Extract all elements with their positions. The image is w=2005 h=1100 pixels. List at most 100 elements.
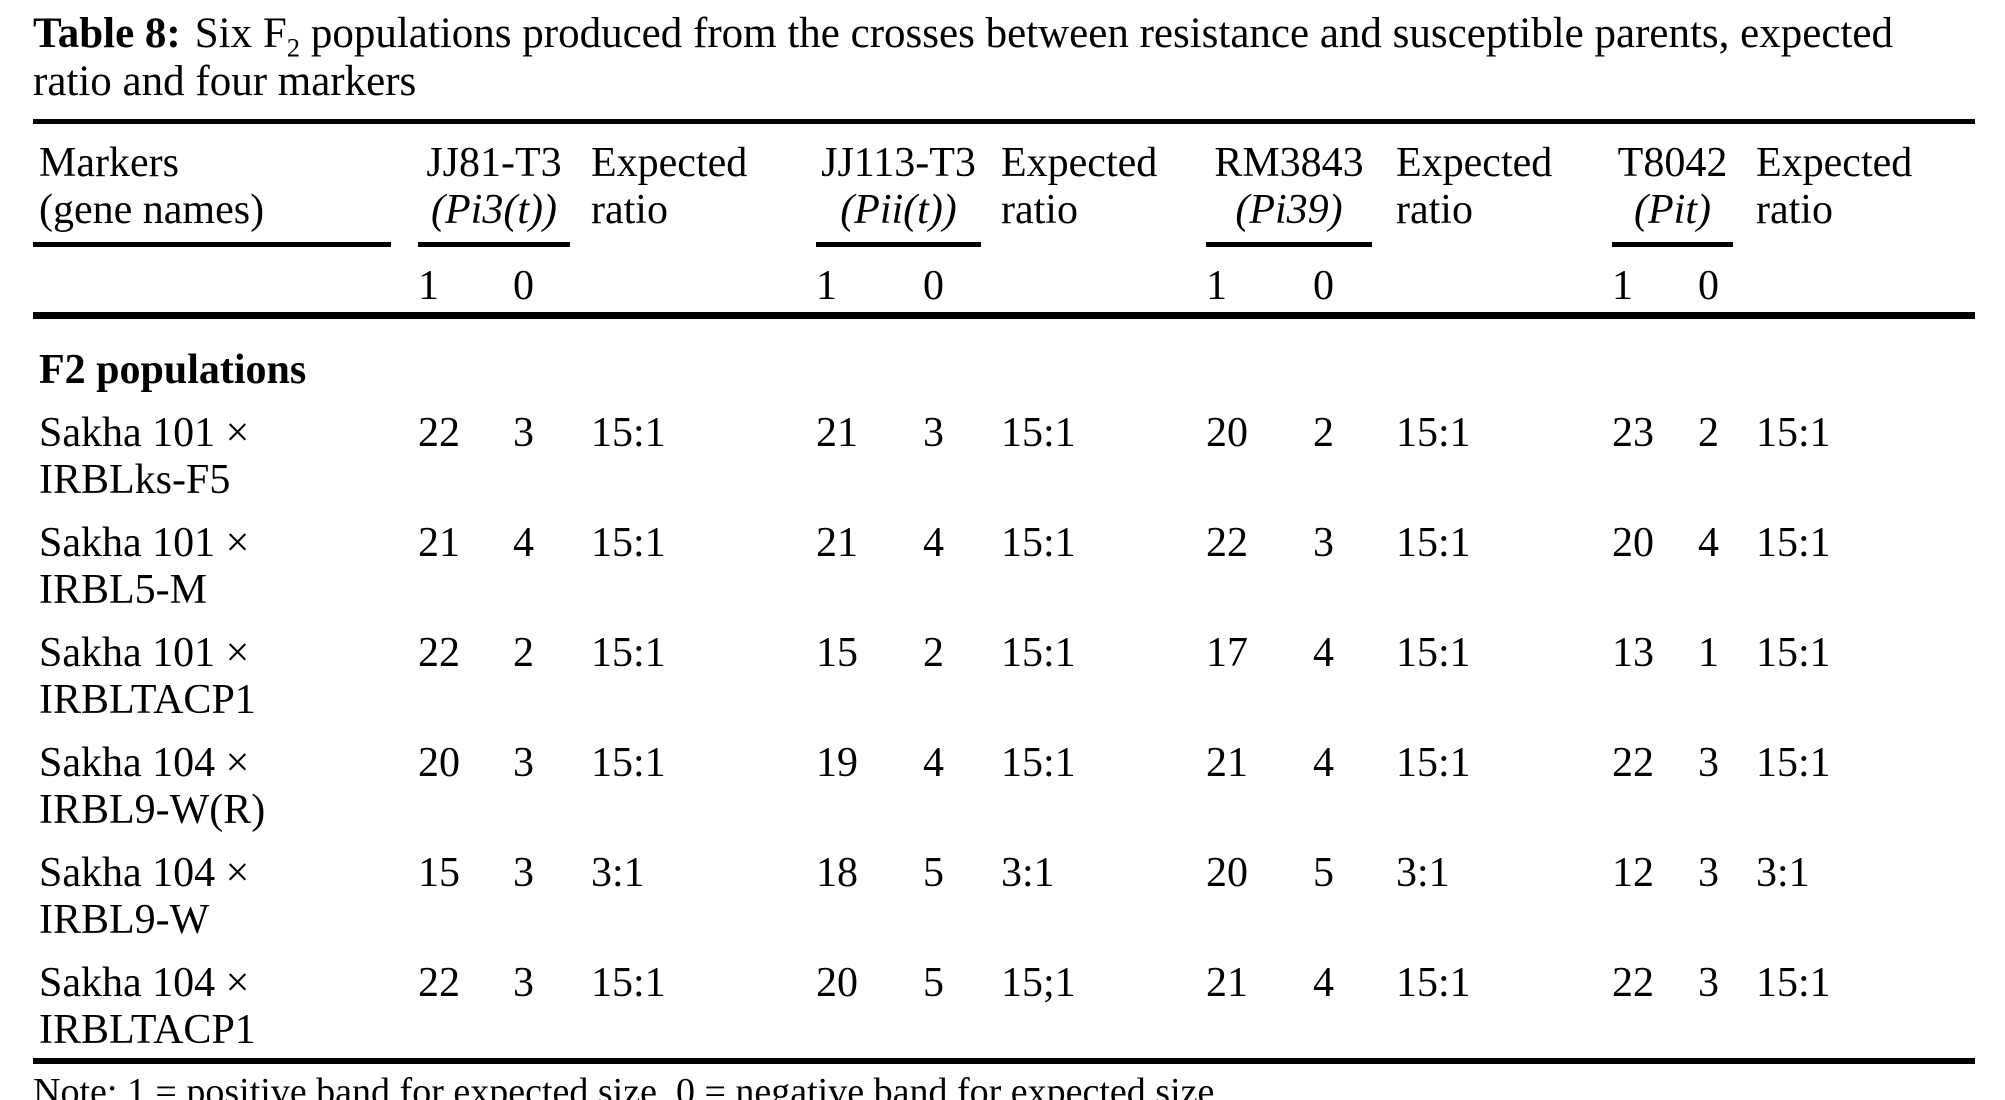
caption-line-2: ratio and four markers: [33, 58, 417, 105]
table-row: Sakha 104 × IRBL9-W(R) 20 3 15:1 19 4 15…: [33, 740, 1975, 834]
expected-3-line1: Expected: [1396, 140, 1553, 186]
marker-1-header-group: JJ81-T3 (Pi3(t)): [418, 140, 570, 247]
row-label-line2: IRBLTACP1: [39, 1007, 256, 1053]
ratio-cell: 15:1: [1001, 410, 1076, 456]
marker-2-header-group: JJ113-T3 (Pii(t)): [816, 140, 981, 247]
marker-4-gene: (Pit): [1634, 187, 1711, 233]
row-label-line2: IRBL5-M: [39, 567, 207, 613]
ratio-cell: 15:1: [1396, 410, 1471, 456]
caption-subscript: 2: [286, 32, 301, 63]
ratio-cell: 3:1: [1001, 850, 1055, 896]
value-cell: 3: [513, 850, 534, 896]
value-cell: 3: [513, 960, 534, 1006]
value-cell: 22: [1206, 520, 1248, 566]
marker-3-name: RM3843: [1214, 140, 1364, 186]
value-cell: 4: [923, 740, 944, 786]
value-cell: 2: [513, 630, 534, 676]
ratio-cell: 15:1: [1001, 630, 1076, 676]
value-cell: 17: [1206, 630, 1248, 676]
subcol-header-1: 1: [1206, 263, 1227, 309]
ratio-cell: 15:1: [1756, 410, 1831, 456]
col-header-marker-1: JJ81-T3 (Pi3(t)): [418, 140, 588, 247]
ratio-cell: 15:1: [1001, 520, 1076, 566]
value-cell: 5: [923, 960, 944, 1006]
marker-2-gene: (Pii(t)): [840, 187, 957, 233]
ratio-cell: 15:1: [1756, 630, 1831, 676]
marker-3-header-group: RM3843 (Pi39): [1206, 140, 1372, 247]
value-cell: 3: [1698, 850, 1719, 896]
value-cell: 3: [1313, 520, 1334, 566]
row-label-line2: IRBL9-W(R): [39, 787, 266, 833]
subcol-header-0: 0: [923, 263, 944, 309]
value-cell: 4: [1313, 960, 1334, 1006]
table-row: Sakha 101 × IRBL5-M 21 4 15:1 21 4 15:1 …: [33, 520, 1975, 614]
ratio-cell: 15:1: [1396, 740, 1471, 786]
value-cell: 4: [1313, 630, 1334, 676]
row-label-line2: IRBLTACP1: [39, 677, 256, 723]
value-cell: 20: [1612, 520, 1654, 566]
value-cell: 4: [513, 520, 534, 566]
col-header-expected-2: Expected ratio: [998, 140, 1206, 234]
markers-header-line1: Markers: [39, 140, 179, 186]
expected-4-line2: ratio: [1756, 187, 1833, 233]
caption-text-pre: Six F: [194, 10, 287, 57]
ratio-cell: 15:1: [1396, 630, 1471, 676]
value-cell: 21: [418, 520, 460, 566]
row-label: Sakha 104 × IRBLTACP1: [33, 960, 418, 1054]
value-cell: 2: [1698, 410, 1719, 456]
subcol-header-1: 1: [816, 263, 837, 309]
ratio-cell: 15:1: [1756, 960, 1831, 1006]
value-cell: 1: [1698, 630, 1719, 676]
ratio-cell: 15:1: [591, 520, 666, 566]
value-cell: 4: [923, 520, 944, 566]
expected-2-line2: ratio: [1001, 187, 1078, 233]
ratio-cell: 15:1: [591, 410, 666, 456]
ratio-cell: 15:1: [591, 960, 666, 1006]
col-header-marker-4: T8042 (Pit): [1612, 140, 1753, 247]
value-cell: 3: [1698, 740, 1719, 786]
ratio-cell: 15:1: [1396, 960, 1471, 1006]
marker-1-name: JJ81-T3: [426, 140, 562, 186]
row-label-line1: Sakha 101 ×: [39, 410, 250, 456]
table-caption: Table 8: Six F2 populations produced from…: [33, 10, 1975, 106]
value-cell: 3: [513, 410, 534, 456]
subheader-row: 1 0 1 0 1 0 1 0: [33, 263, 1975, 310]
value-cell: 5: [1313, 850, 1334, 896]
ratio-cell: 15:1: [1396, 520, 1471, 566]
subcol-header-0: 0: [513, 263, 534, 309]
value-cell: 22: [418, 630, 460, 676]
expected-1-line2: ratio: [591, 187, 668, 233]
subcol-header-0: 0: [1698, 263, 1719, 309]
value-cell: 22: [418, 960, 460, 1006]
value-cell: 15: [418, 850, 460, 896]
col-header-expected-3: Expected ratio: [1393, 140, 1612, 234]
row-label-line1: Sakha 104 ×: [39, 740, 250, 786]
value-cell: 20: [1206, 410, 1248, 456]
value-cell: 19: [816, 740, 858, 786]
value-cell: 22: [1612, 960, 1654, 1006]
row-label: Sakha 101 × IRBL5-M: [33, 520, 418, 614]
marker-2-name: JJ113-T3: [821, 140, 976, 186]
row-label-line2: IRBLks-F5: [39, 457, 231, 503]
col-header-marker-3: RM3843 (Pi39): [1206, 140, 1393, 247]
caption-text-rest: populations produced from the crosses be…: [300, 10, 1893, 57]
value-cell: 22: [418, 410, 460, 456]
table-row: Sakha 104 × IRBL9-W 15 3 3:1 18 5 3:1 20…: [33, 850, 1975, 944]
table-row: Sakha 101 × IRBLks-F5 22 3 15:1 21 3 15:…: [33, 410, 1975, 504]
section-label: F2 populations: [39, 347, 307, 393]
value-cell: 2: [1313, 410, 1334, 456]
ratio-cell: 15:1: [1001, 740, 1076, 786]
value-cell: 5: [923, 850, 944, 896]
marker-1-gene: (Pi3(t)): [431, 187, 557, 233]
marker-4-header-group: T8042 (Pit): [1612, 140, 1733, 247]
value-cell: 20: [418, 740, 460, 786]
row-label-line1: Sakha 101 ×: [39, 520, 250, 566]
ratio-cell: 15;1: [1001, 960, 1076, 1006]
col-header-markers: Markers (gene names): [33, 140, 418, 247]
value-cell: 4: [1313, 740, 1334, 786]
value-cell: 21: [816, 410, 858, 456]
col-header-expected-4: Expected ratio: [1753, 140, 1975, 234]
value-cell: 21: [1206, 960, 1248, 1006]
ratio-cell: 15:1: [1756, 520, 1831, 566]
table-row: Sakha 104 × IRBLTACP1 22 3 15:1 20 5 15;…: [33, 960, 1975, 1054]
